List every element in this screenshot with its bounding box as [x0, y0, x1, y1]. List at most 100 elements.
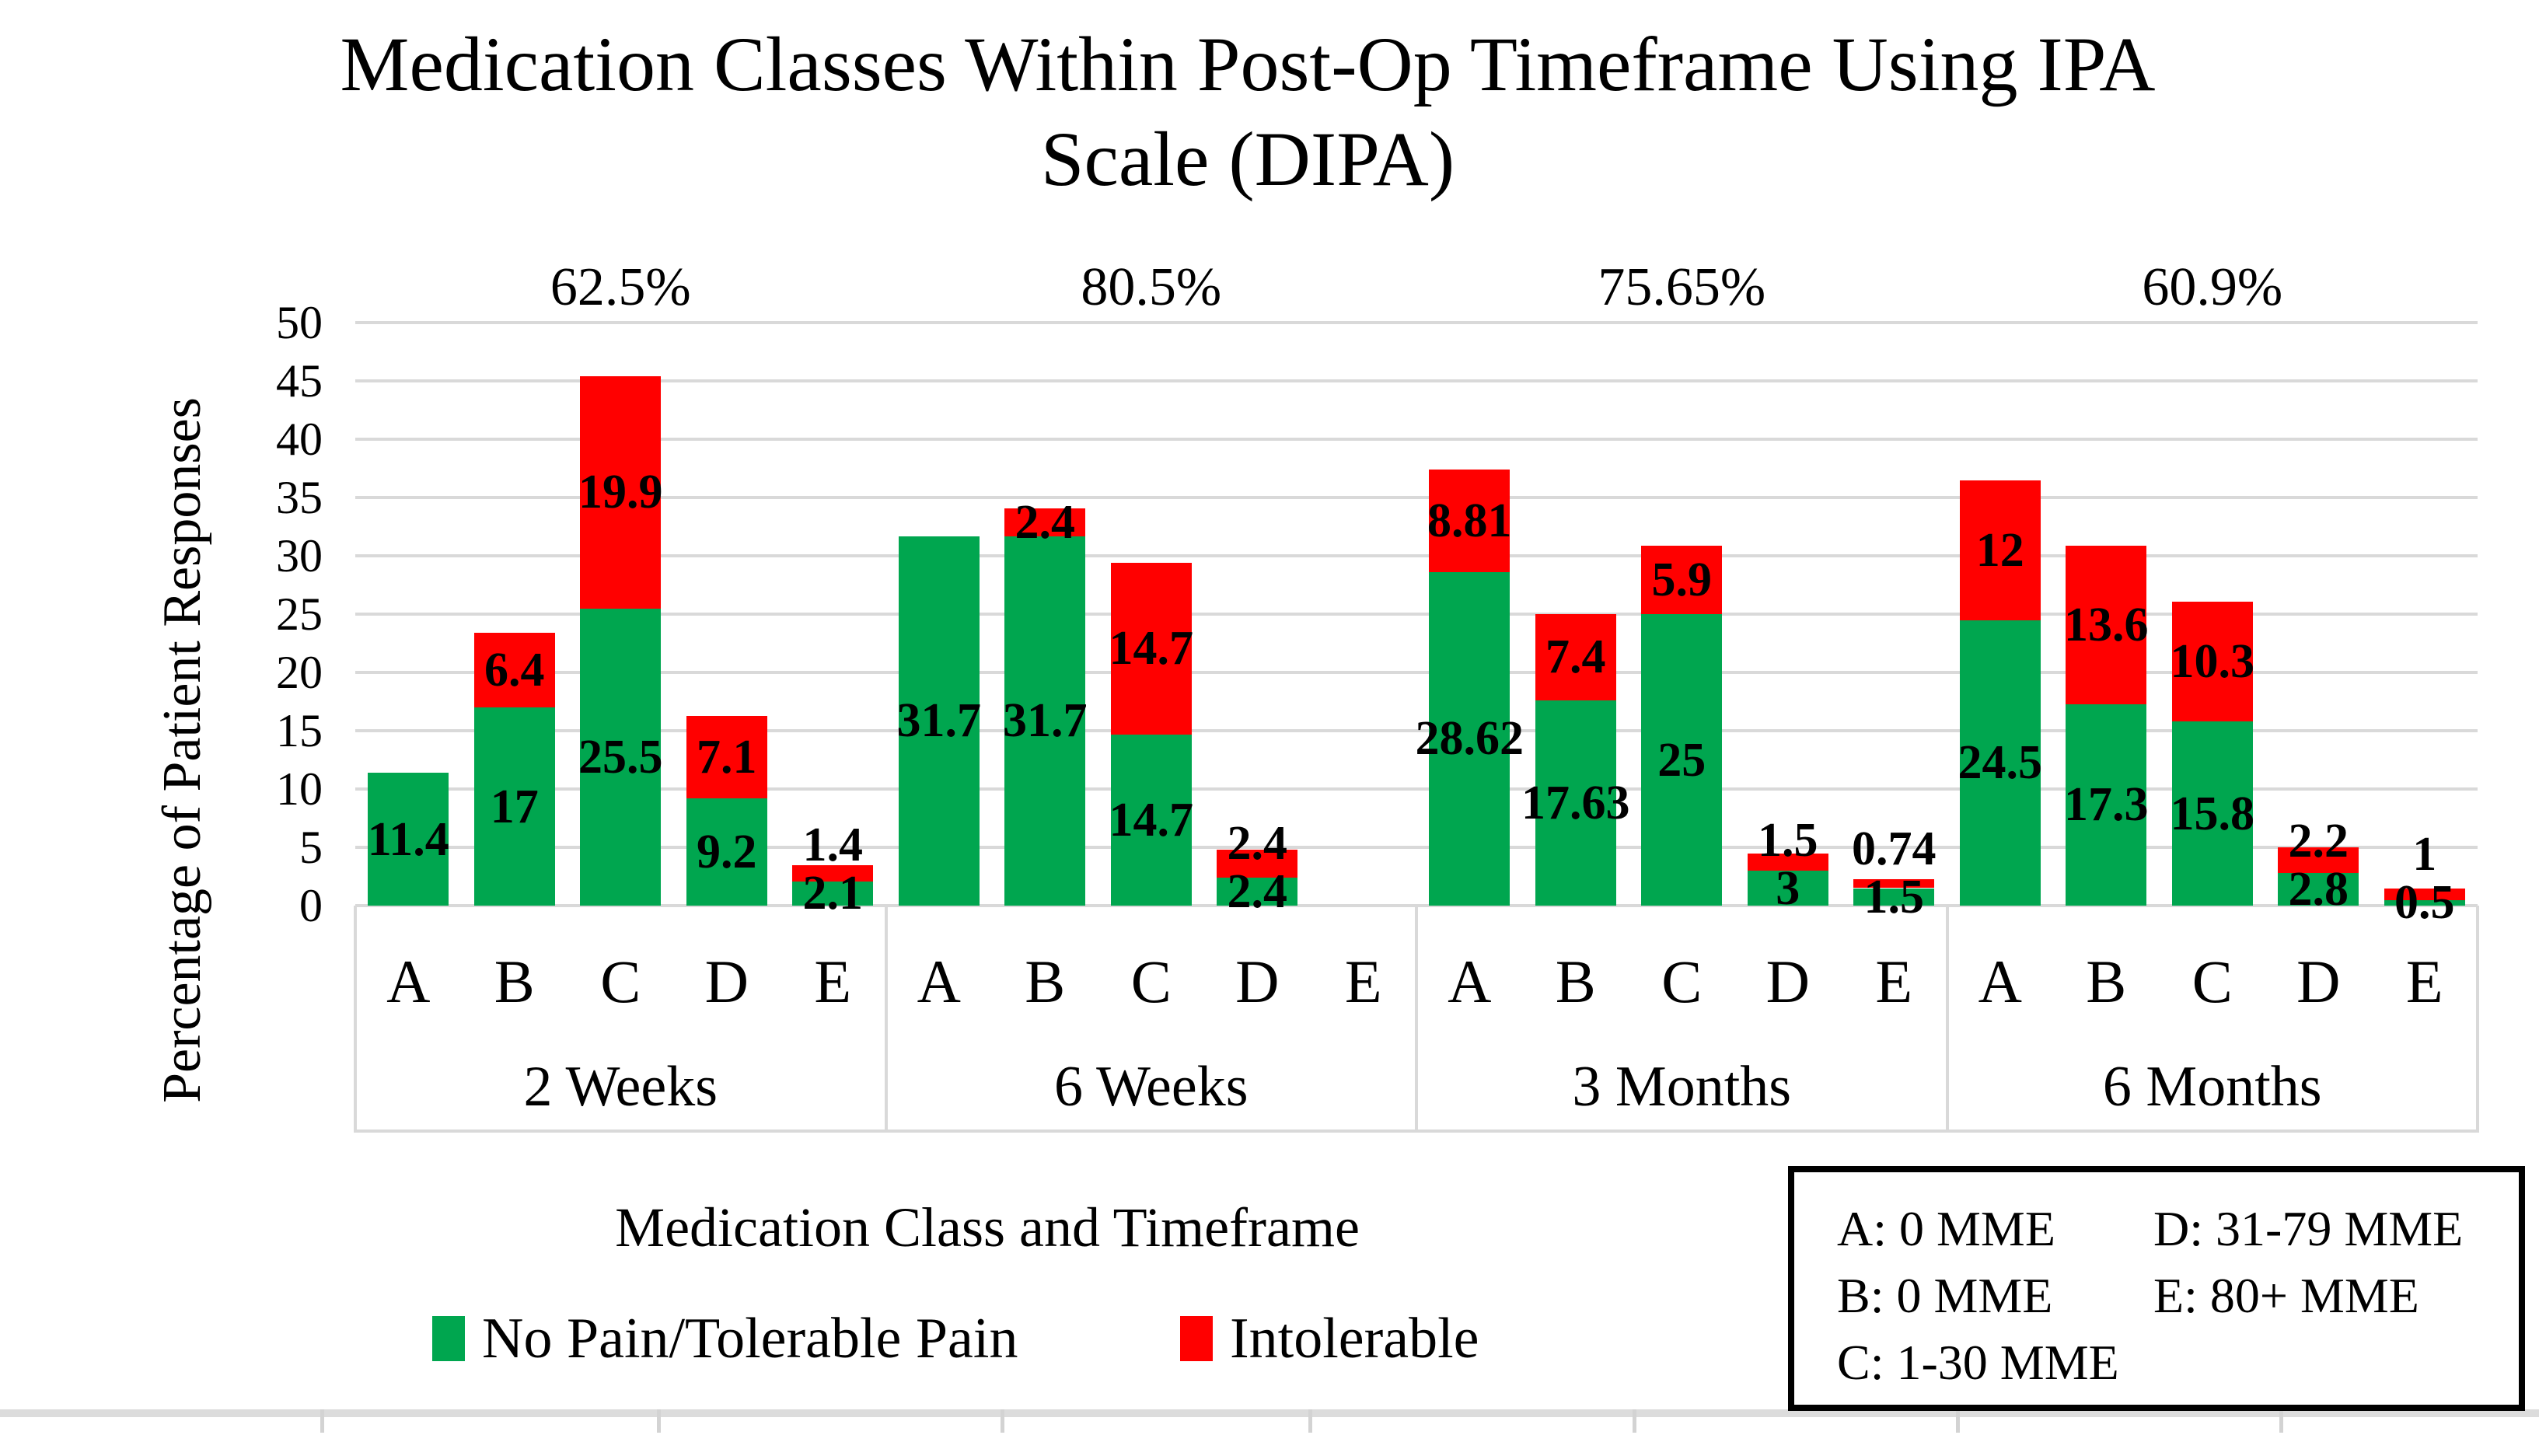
bottom-rule-tick: [2279, 1409, 2283, 1433]
data-label-green: 15.8: [2170, 787, 2255, 840]
green-legend-swatch-icon: [432, 1316, 465, 1361]
category-letter: A: [917, 948, 961, 1015]
mme-key-entry-e: E: 80+ MME: [2153, 1268, 2419, 1323]
bar-segment-green: [2171, 721, 2253, 906]
bar-segment-green: [1959, 620, 2041, 906]
bar-segment-red: [1535, 613, 1616, 700]
bar-segment-green: [2384, 899, 2465, 906]
bar-segment-red: [580, 376, 662, 609]
group-label: 6 Months: [2102, 1055, 2322, 1119]
category-letter: D: [1765, 948, 1810, 1015]
category-letter: B: [494, 948, 535, 1015]
bar-segment-red: [1004, 508, 1086, 536]
data-label-red: 19.9: [578, 466, 663, 519]
gridline: [355, 438, 2478, 441]
red-legend-swatch-icon: [1180, 1316, 1213, 1361]
mme-key-entry-c: C: 1-30 MME: [1837, 1335, 2119, 1390]
category-letter: C: [1661, 948, 1703, 1015]
bar-segment-red: [2384, 888, 2465, 900]
group-percent-label: 62.5%: [550, 257, 691, 317]
bar-segment-green: [1110, 734, 1192, 906]
gridline: [355, 321, 2478, 324]
y-tick-label: 20: [276, 647, 323, 698]
bar-segment-red: [1110, 563, 1192, 735]
mme-key-entry-b: B: 0 MME: [1837, 1268, 2053, 1323]
bar-segment-green: [1429, 571, 1510, 906]
data-label-green: 17.3: [2064, 778, 2149, 832]
legend-item-intolerable: Intolerable: [1180, 1308, 1479, 1370]
bar-segment-red: [2171, 601, 2253, 721]
bar-segment-green: [1004, 536, 1086, 906]
bar-segment-red: [792, 864, 874, 882]
y-tick-label: 5: [299, 822, 323, 873]
gridline: [355, 496, 2478, 499]
bar-segment-red: [1959, 480, 2041, 620]
category-letter: D: [1235, 948, 1280, 1015]
y-tick-label: 50: [276, 297, 323, 348]
bar-segment-red: [2066, 545, 2147, 704]
mme-key-column-right: D: 31-79 MME E: 80+ MME: [2153, 1196, 2463, 1329]
y-tick-label: 30: [276, 530, 323, 581]
data-label-green: 1.5: [1863, 870, 1925, 924]
data-label-red: 1: [2412, 828, 2437, 882]
bar-segment-green: [1217, 878, 1298, 906]
mme-key-column-left: A: 0 MME B: 0 MME C: 1-30 MME: [1837, 1196, 2119, 1396]
data-label-green: 17: [490, 780, 539, 833]
gridline: [355, 379, 2478, 382]
category-letter: C: [2192, 948, 2233, 1015]
gridline: [355, 787, 2478, 791]
data-label-red: 6.4: [484, 644, 545, 697]
bar-segment-red: [1217, 850, 1298, 878]
bottom-rule-tick: [1308, 1409, 1312, 1433]
data-label-green: 17.63: [1521, 776, 1630, 829]
bar-segment-green: [580, 608, 662, 906]
legend-label-no-pain: No Pain/Tolerable Pain: [482, 1307, 1018, 1370]
data-label-red: 10.3: [2170, 634, 2255, 688]
legend-label-intolerable: Intolerable: [1230, 1307, 1479, 1370]
category-letter: B: [1025, 948, 1066, 1015]
bar-segment-green: [792, 881, 874, 906]
group-percent-label: 80.5%: [1081, 257, 1222, 317]
gridline: [355, 729, 2478, 732]
data-label-green: 24.5: [1958, 736, 2043, 790]
category-group-separator: [884, 906, 888, 1133]
mme-key-box: A: 0 MME B: 0 MME C: 1-30 MME D: 31-79 M…: [1788, 1166, 2525, 1411]
gridline: [355, 846, 2478, 849]
group-percent-label: 75.65%: [1598, 257, 1766, 317]
data-label-red: 1.4: [802, 819, 864, 872]
category-letter: A: [1978, 948, 2022, 1015]
data-label-red: 8.81: [1427, 494, 1512, 547]
legend-item-no-pain: No Pain/Tolerable Pain: [432, 1308, 1018, 1370]
bottom-rule: [0, 1409, 2539, 1417]
mme-key-entry-d: D: 31-79 MME: [2153, 1201, 2464, 1256]
gridline: [355, 554, 2478, 557]
y-tick-label: 25: [276, 588, 323, 640]
data-label-red: 2.2: [2288, 815, 2349, 868]
data-label-green: 28.62: [1415, 712, 1524, 766]
data-label-green: 25: [1657, 733, 1706, 787]
data-label-green: 9.2: [697, 826, 757, 878]
chart-title: Medication Classes Within Post-Op Timefr…: [340, 21, 2156, 202]
y-tick-label: 35: [276, 472, 323, 523]
bar-segment-red: [1641, 545, 1723, 614]
data-label-green: 11.4: [367, 812, 449, 866]
data-label-red: 0.74: [1852, 822, 1937, 875]
data-label-red: 2.4: [1227, 817, 1288, 870]
bar-segment-green: [2066, 704, 2147, 906]
bar-segment-red: [2278, 847, 2359, 873]
bottom-rule-tick: [657, 1409, 661, 1433]
y-tick-label: 15: [276, 705, 323, 756]
gridline: [355, 671, 2478, 674]
data-label-green: 2.1: [802, 867, 864, 920]
y-tick-label: 40: [276, 414, 323, 465]
data-label-red: 14.7: [1109, 622, 1194, 676]
category-letter: C: [1130, 948, 1172, 1015]
bar-segment-green: [1747, 871, 1828, 906]
bar-segment-green: [1853, 888, 1935, 906]
x-axis-title: Medication Class and Timeframe: [615, 1196, 1360, 1259]
data-label-green: 31.7: [1003, 694, 1088, 748]
bar-segment-red: [1429, 469, 1510, 572]
bar-segment-green: [368, 773, 449, 906]
